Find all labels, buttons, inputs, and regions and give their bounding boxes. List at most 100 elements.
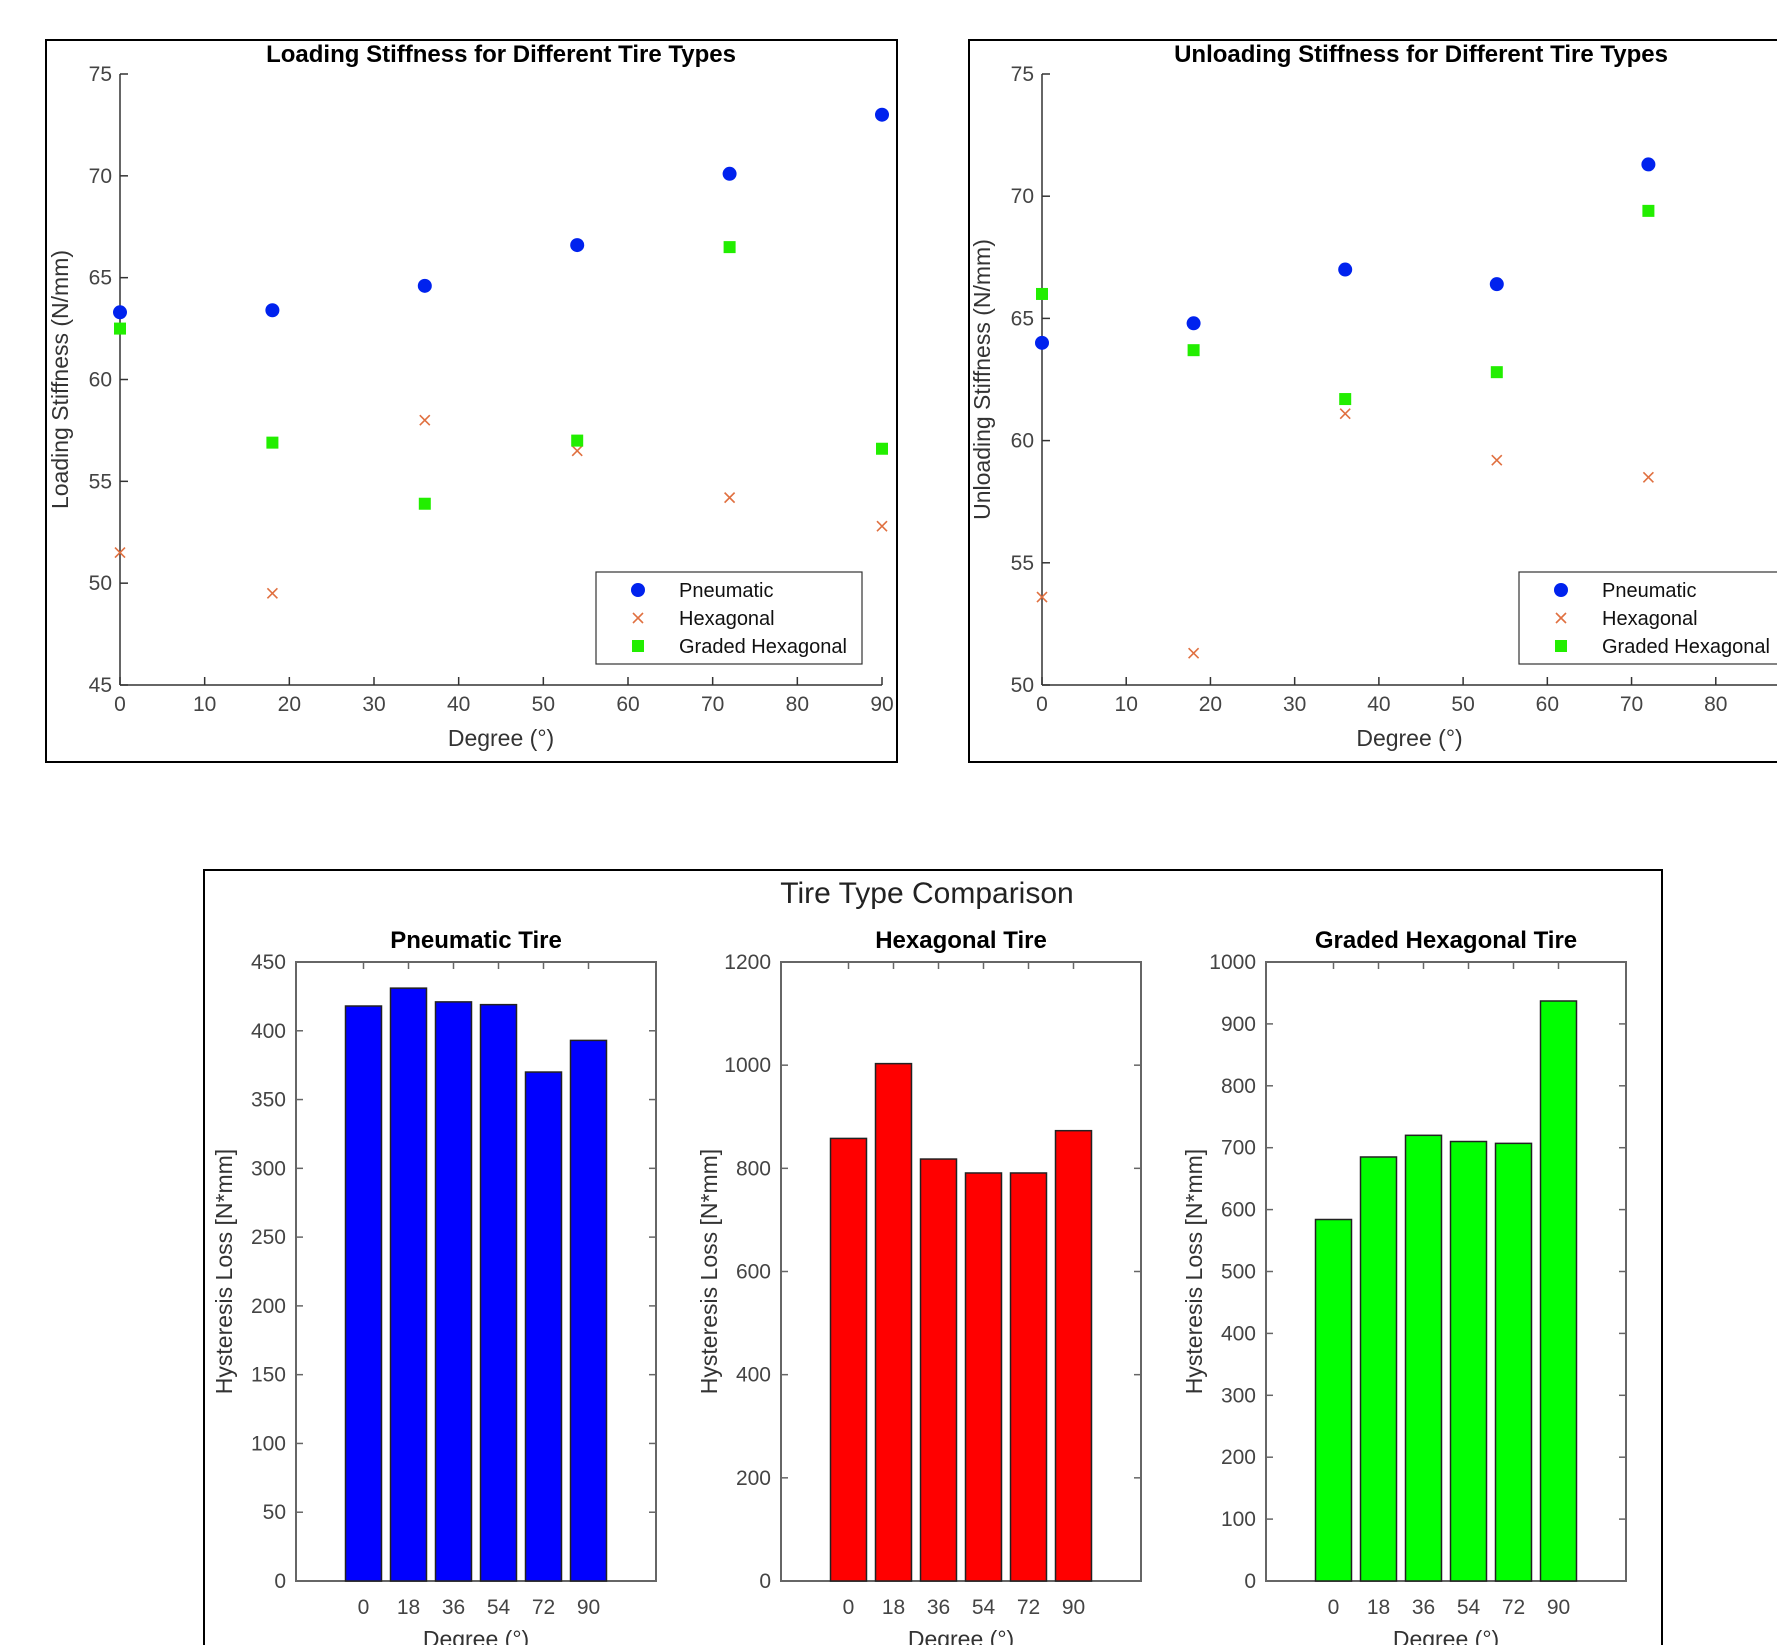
y-axis-label: Hysteresis Loss [N*mm] (211, 1149, 237, 1394)
pneumatic-point (1338, 262, 1353, 277)
y-axis-label: Unloading Stiffness (N/mm) (969, 239, 995, 520)
hexagonal-point (1642, 471, 1654, 483)
y-tick-label: 600 (736, 1261, 771, 1284)
x-tick-label: 80 (1704, 693, 1727, 716)
bar-90 (1054, 1129, 1093, 1582)
x-tick-label: 90 (577, 1596, 600, 1619)
y-tick-label: 450 (251, 951, 286, 974)
x-tick-label: 0 (358, 1596, 370, 1619)
y-tick-label: 65 (1011, 307, 1034, 330)
pneumatic-point (875, 107, 889, 122)
y-axis-label: Hysteresis Loss [N*mm] (1181, 1149, 1207, 1394)
x-tick-label: 30 (362, 693, 385, 716)
bar-54 (479, 1003, 518, 1582)
comparison-suptitle: Tire Type Comparison (780, 877, 1073, 910)
chart-title: Unloading Stiffness for Different Tire T… (1174, 41, 1668, 68)
pneumatic-point (265, 303, 280, 318)
y-tick-label: 300 (251, 1157, 286, 1180)
x-tick-label: 60 (616, 693, 639, 716)
pneumatic-hysteresis-chart: Pneumatic Tire 0 50 100 150 200 250 300 350 400 45… (211, 927, 657, 1645)
loading-stiffness-chart: Loading Stiffness for Different Tire Typ… (47, 41, 894, 751)
bar-90 (569, 1039, 608, 1582)
x-tick-label: 90 (870, 693, 893, 716)
y-tick-label: 75 (1011, 63, 1034, 86)
y-tick-label: 800 (1221, 1075, 1256, 1098)
graded-hexagonal-point (418, 497, 431, 510)
x-tick-label: 72 (1502, 1596, 1525, 1619)
legend-label-pneumatic: Pneumatic (1602, 580, 1697, 602)
bar-90 (1539, 1000, 1578, 1582)
bar-18 (1359, 1156, 1398, 1582)
x-tick-label: 54 (1457, 1596, 1481, 1619)
x-axis-label: Degree (°) (423, 1626, 529, 1645)
y-tick-label: 1200 (724, 951, 771, 974)
data-points (1035, 157, 1656, 659)
x-tick-label: 40 (1367, 693, 1390, 716)
x-tick-label: 54 (487, 1596, 511, 1619)
bar-36 (1404, 1134, 1443, 1582)
bar-18 (389, 987, 428, 1582)
y-tick-label: 500 (1221, 1261, 1256, 1284)
y-tick-label: 900 (1221, 1013, 1256, 1036)
graded-hexagonal-point (1339, 393, 1352, 406)
y-tick-label: 0 (274, 1570, 286, 1593)
x-axis-label: Degree (°) (1356, 725, 1462, 751)
x-tick-label: 36 (927, 1596, 950, 1619)
bar-72 (1009, 1172, 1048, 1582)
graded-hexagonal-point (571, 434, 584, 447)
y-axis-label: Hysteresis Loss [N*mm] (696, 1149, 722, 1394)
y-tick-label: 200 (736, 1467, 771, 1490)
x-tick-label: 80 (786, 693, 809, 716)
unloading-stiffness-chart: Unloading Stiffness for Different Tire T… (969, 41, 1777, 751)
bar-72 (1494, 1142, 1533, 1582)
x-tick-label: 40 (447, 693, 470, 716)
x-tick-label: 72 (1017, 1596, 1040, 1619)
y-tick-label: 55 (89, 470, 112, 493)
hexagonal-point (1491, 454, 1503, 466)
x-tick-label: 18 (882, 1596, 905, 1619)
y-tick-label: 0 (1244, 1570, 1256, 1593)
bar-72 (524, 1071, 563, 1582)
bar-0 (1314, 1218, 1353, 1582)
pneumatic-point (113, 305, 127, 320)
y-tick-label: 1000 (724, 1054, 771, 1077)
bar-0 (344, 1005, 383, 1582)
y-tick-label: 60 (89, 369, 112, 392)
graded-hexagonal-point (1036, 287, 1048, 300)
y-tick-label: 75 (89, 63, 112, 86)
graded-hexagonal-point (1642, 204, 1655, 217)
y-tick-label: 400 (736, 1364, 771, 1387)
legend-marker-graded-hexagonal (1555, 640, 1567, 652)
bar-54 (964, 1172, 1003, 1582)
pneumatic-point (1489, 277, 1504, 292)
legend-marker-hexagonal (632, 612, 644, 624)
pneumatic-point (417, 278, 432, 293)
x-tick-label: 10 (193, 693, 216, 716)
legend-label-pneumatic: Pneumatic (679, 580, 774, 602)
y-tick-label: 50 (1011, 674, 1034, 697)
x-tick-label: 54 (972, 1596, 996, 1619)
x-tick-label: 18 (397, 1596, 420, 1619)
y-tick-label: 150 (251, 1364, 286, 1387)
y-tick-label: 1000 (1209, 951, 1256, 974)
graded-hexagonal-hysteresis-chart: Graded Hexagonal Tire 0 100 200 300 400 500 600… (1181, 927, 1627, 1645)
x-tick-label: 0 (114, 693, 126, 716)
y-tick-label: 300 (1221, 1384, 1256, 1407)
x-axis-label: Degree (°) (448, 725, 554, 751)
y-tick-label: 400 (1221, 1322, 1256, 1345)
y-tick-label: 50 (263, 1501, 286, 1524)
chart-title: Loading Stiffness for Different Tire Typ… (266, 41, 736, 68)
hexagonal-point (1188, 647, 1200, 659)
y-tick-label: 250 (251, 1226, 286, 1249)
x-tick-label: 0 (1036, 693, 1048, 716)
x-tick-label: 10 (1115, 693, 1138, 716)
legend-label-graded-hexagonal: Graded Hexagonal (1602, 636, 1770, 658)
y-tick-label: 0 (759, 1570, 771, 1593)
chart-title: Pneumatic Tire (390, 927, 562, 954)
hexagonal-point (571, 445, 583, 457)
y-tick-label: 200 (251, 1295, 286, 1318)
hexagonal-point (266, 587, 278, 599)
data-points (113, 107, 889, 599)
x-tick-label: 90 (1547, 1596, 1570, 1619)
y-tick-label: 65 (89, 267, 112, 290)
